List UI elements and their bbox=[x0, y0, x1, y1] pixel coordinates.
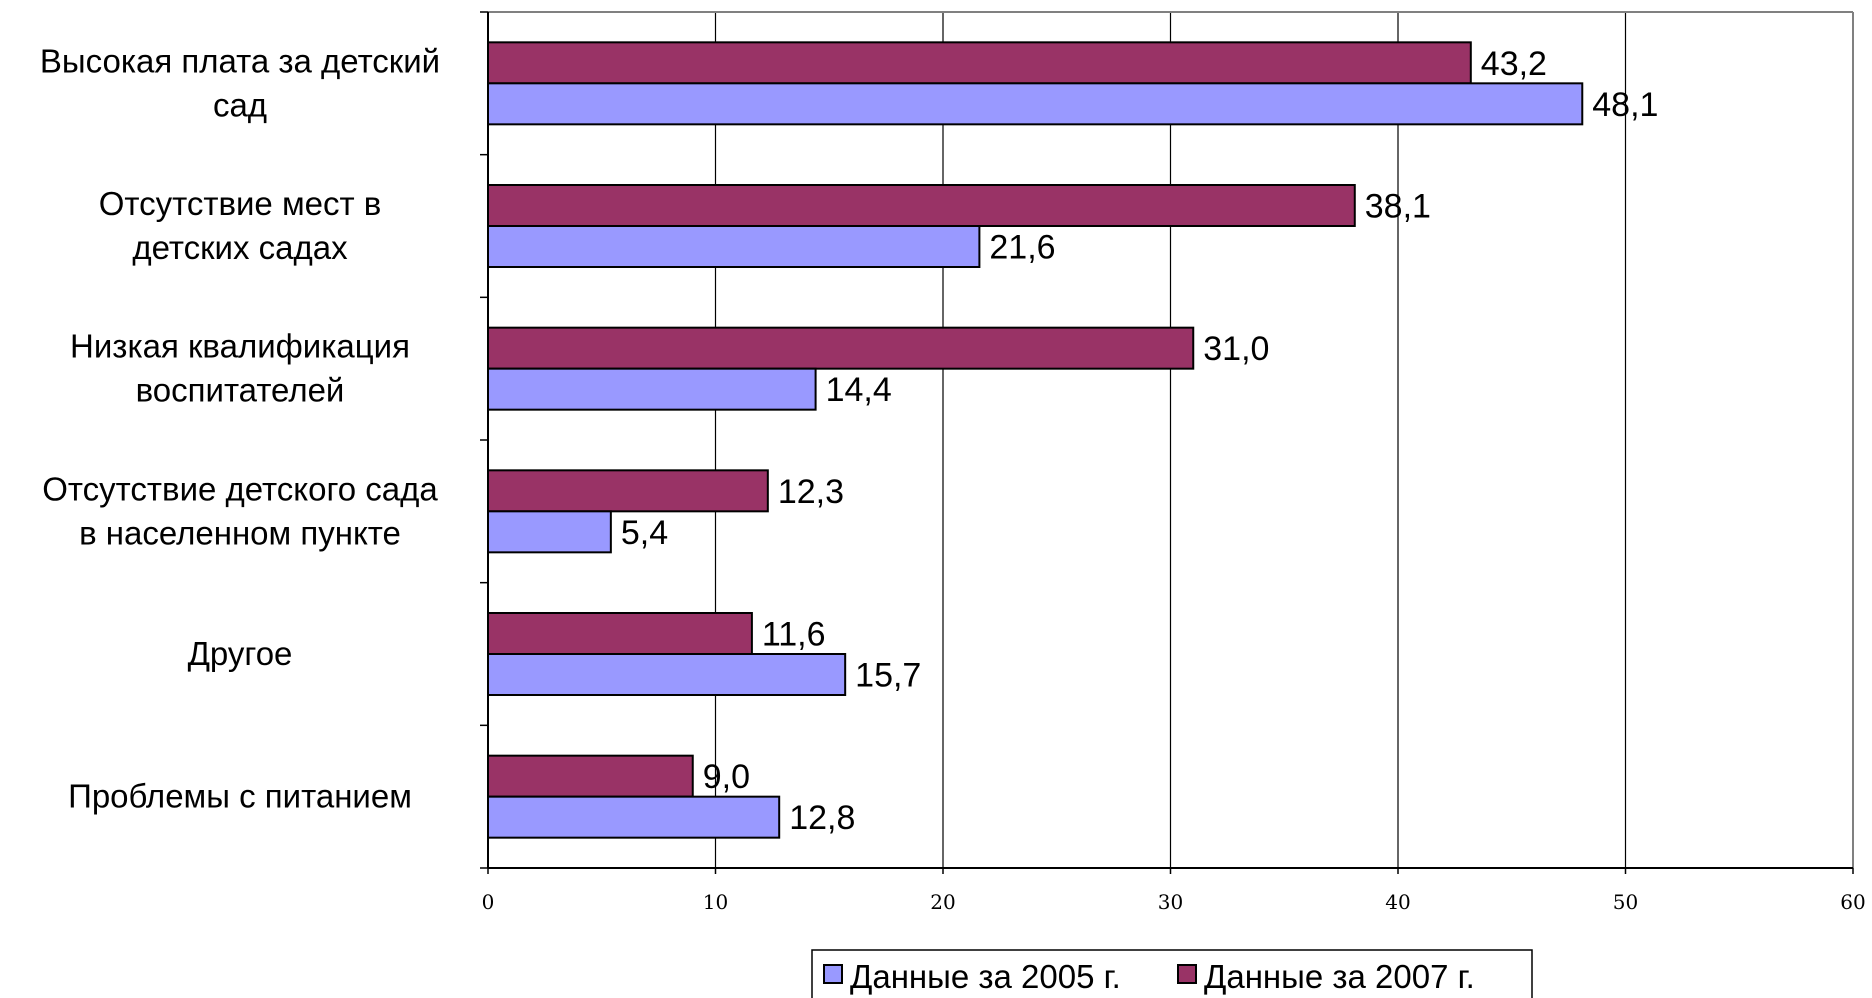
data-label-2005-4: 15,7 bbox=[855, 657, 921, 695]
x-tick-label-60: 60 bbox=[1840, 890, 1865, 914]
data-label-2007-2: 31,0 bbox=[1203, 330, 1269, 368]
category-label-0-line-1: сад bbox=[213, 86, 267, 123]
category-label-2-line-1: воспитателей bbox=[136, 372, 345, 409]
category-label-3-line-0: Отсутствие детского сада bbox=[42, 470, 438, 507]
x-tick-label-40: 40 bbox=[1385, 890, 1410, 914]
data-label-2005-0: 48,1 bbox=[1592, 86, 1658, 124]
data-label-2005-2: 14,4 bbox=[826, 371, 892, 409]
category-label-2-line-0: Низкая квалификация bbox=[70, 328, 410, 365]
x-tick-label-10: 10 bbox=[703, 890, 728, 914]
bar-2005-0 bbox=[487, 82, 1584, 126]
x-tick-label-30: 30 bbox=[1158, 890, 1183, 914]
bar-2007-0 bbox=[487, 41, 1472, 85]
category-label-1-line-0: Отсутствие мест в bbox=[99, 185, 382, 222]
category-label-4-line-0: Другое bbox=[188, 635, 293, 672]
data-label-2007-4: 11,6 bbox=[762, 616, 826, 654]
bar-2007-1 bbox=[487, 184, 1356, 227]
bar-2007-5 bbox=[487, 754, 694, 798]
bar-2005-1 bbox=[487, 225, 981, 268]
legend-swatch-0 bbox=[823, 964, 843, 984]
legend-box bbox=[811, 949, 1533, 998]
plot-area: 0 10 20 30 40 50 60 43,2 48,1 Высокая плата за де… bbox=[40, 11, 1866, 914]
legend-swatch-1 bbox=[1177, 964, 1197, 984]
category-label-3-line-1: в населенном пункте bbox=[79, 514, 401, 551]
category-label-5-line-0: Проблемы с питанием bbox=[68, 778, 412, 815]
legend-label-1: Данные за 2007 г. bbox=[1204, 958, 1475, 995]
x-tick-label-20: 20 bbox=[930, 890, 955, 914]
bar-2005-5 bbox=[487, 795, 781, 839]
data-label-2005-1: 21,6 bbox=[989, 229, 1055, 267]
category-label-1-line-1: детских садах bbox=[132, 229, 348, 266]
data-label-2005-3: 5,4 bbox=[621, 514, 668, 552]
x-tick-label-50: 50 bbox=[1613, 890, 1638, 914]
data-label-2007-0: 43,2 bbox=[1481, 45, 1547, 83]
bar-2005-2 bbox=[487, 367, 817, 411]
bar-2005-4 bbox=[487, 653, 847, 696]
data-label-2007-5: 9,0 bbox=[703, 758, 750, 796]
bar-2007-4 bbox=[487, 612, 753, 655]
bar-2005-3 bbox=[487, 510, 612, 554]
data-label-2007-3: 12,3 bbox=[778, 473, 844, 511]
category-label-0-line-0: Высокая плата за детский bbox=[40, 42, 440, 79]
bar-2007-3 bbox=[487, 469, 769, 513]
legend: Данные за 2005 г. Данные за 2007 г. bbox=[811, 949, 1533, 998]
bar-2007-2 bbox=[487, 326, 1195, 370]
data-label-2007-1: 38,1 bbox=[1365, 188, 1431, 226]
data-label-2005-5: 12,8 bbox=[789, 799, 855, 837]
x-tick-label-0: 0 bbox=[482, 890, 495, 914]
legend-label-0: Данные за 2005 г. bbox=[850, 958, 1121, 995]
